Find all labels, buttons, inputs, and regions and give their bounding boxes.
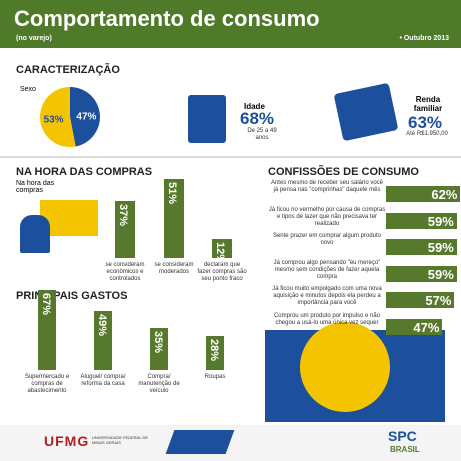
- bar-label: 59%: [427, 240, 454, 255]
- category-label: Aluguel/ compra/ reforma da casa: [80, 374, 126, 387]
- header-band: [0, 0, 461, 48]
- section-title: NA HORA DAS COMPRAS: [16, 166, 153, 178]
- bar: 57%: [386, 292, 455, 308]
- bar: 67%: [38, 289, 56, 370]
- label: Renda familiar: [413, 95, 443, 113]
- value: 68%: [240, 109, 275, 128]
- note: Até R$1.950,00: [406, 131, 448, 137]
- slice-label: 47%: [76, 111, 96, 122]
- bar-label: 12%: [214, 242, 226, 265]
- logo-text: UNIVERSIDADE FEDERAL DE MINAS GERAIS: [92, 435, 149, 445]
- bar-label: 67%: [40, 292, 52, 315]
- bar: 28%: [206, 336, 224, 370]
- value: 63%: [408, 113, 443, 132]
- pie-slice: [40, 87, 76, 147]
- logo: BRASIL: [390, 445, 420, 454]
- statement: Já ficou muito empolgado com uma nova aq…: [272, 286, 382, 306]
- title: Comportamento de consumo: [14, 6, 320, 31]
- statement: Sente prazer em comprar algum produto no…: [272, 233, 382, 246]
- category-label: Roupas: [204, 374, 226, 380]
- bar-label: 62%: [431, 187, 458, 202]
- category-label: Compra/ manutenção de veículo: [138, 374, 180, 394]
- bar-label: 28%: [208, 339, 220, 362]
- bar: 59%: [386, 239, 457, 255]
- illustration: [300, 322, 390, 412]
- category-label: se consideram econômicos e controlados: [105, 262, 145, 282]
- bar: 49%: [94, 311, 112, 370]
- divider: [0, 156, 461, 158]
- slice-label: 53%: [44, 115, 64, 126]
- bar: 62%: [386, 186, 461, 202]
- bar-label: 51%: [166, 181, 178, 204]
- category-label: Supermercado e compras de abastecimento: [24, 374, 70, 394]
- date: • Outubro 2013: [399, 35, 449, 42]
- bar-label: 59%: [427, 213, 454, 229]
- bar-label: 57%: [425, 293, 452, 308]
- note: De 25 a 49 anos: [247, 128, 277, 141]
- statement: Já comprou algo pensando "eu mereço" mes…: [273, 259, 381, 280]
- bar-label: 47%: [413, 319, 440, 335]
- logo: SPC: [388, 428, 417, 444]
- logo: UFMG: [44, 433, 90, 449]
- caption: Na hora das compras: [16, 180, 55, 194]
- icon: [333, 82, 399, 142]
- bar: 59%: [386, 265, 457, 282]
- bar-label: 49%: [96, 314, 108, 337]
- statement: Já ficou no vermelho por causa de compra…: [268, 206, 386, 227]
- pie-slice: [70, 87, 100, 147]
- bar: 35%: [150, 328, 168, 370]
- category-label: se consideram moderados: [154, 262, 194, 275]
- label: Idade: [244, 102, 265, 111]
- bar: 47%: [386, 318, 443, 335]
- icon: [188, 95, 226, 143]
- pie-label: Sexo: [20, 86, 36, 93]
- bar-label: 37%: [117, 203, 129, 226]
- bar-label: 35%: [152, 331, 164, 354]
- logo: [165, 430, 235, 454]
- section-title: PRINCIPAIS GASTOS: [16, 290, 128, 302]
- bar: 59%: [386, 212, 457, 229]
- statement: Comprou um produto por impulso e não che…: [273, 312, 381, 326]
- section-title: CARACTERIZAÇÃO: [16, 64, 120, 76]
- pie-chart: 47% 53%: [40, 87, 100, 147]
- bar-label: 59%: [427, 266, 454, 282]
- category-label: declaram que fazer compras são seu ponto…: [197, 262, 247, 282]
- subtitle: (no varejo): [16, 35, 52, 42]
- bar: 51%: [164, 178, 184, 258]
- bar: 37%: [115, 200, 135, 258]
- statement: Antes mesmo de receber seu salário você …: [270, 180, 384, 193]
- section-title: CONFISSÕES DE CONSUMO: [268, 166, 419, 178]
- illustration: [20, 215, 50, 253]
- bar: 12%: [212, 239, 232, 264]
